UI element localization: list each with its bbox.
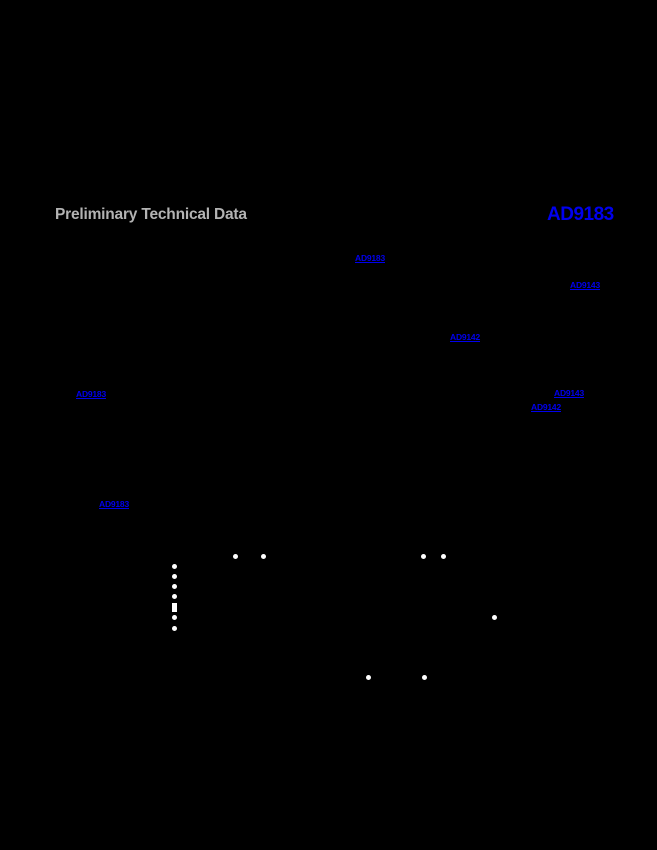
xref-link-ad9183-1[interactable]: AD9183 <box>355 253 385 263</box>
list-bullet <box>172 574 177 579</box>
list-bullet <box>422 675 427 680</box>
xref-link-ad9142-2[interactable]: AD9142 <box>531 402 561 412</box>
xref-link-ad9143-2[interactable]: AD9143 <box>554 388 584 398</box>
list-bullet <box>233 554 238 559</box>
part-number-title: AD9183 <box>547 204 614 225</box>
xref-link-ad9143-1[interactable]: AD9143 <box>570 280 600 290</box>
list-bullet <box>421 554 426 559</box>
list-bullet <box>172 615 177 620</box>
page-footer: Document Feedback Technical Support www.… <box>0 750 657 850</box>
xref-link-ad9183-2[interactable]: AD9183 <box>76 389 106 399</box>
list-bullet <box>492 615 497 620</box>
list-bullet <box>172 564 177 569</box>
list-bullet <box>172 594 177 599</box>
list-bullet-square <box>172 603 177 612</box>
list-bullet <box>441 554 446 559</box>
list-bullet <box>366 675 371 680</box>
xref-link-ad9142-1[interactable]: AD9142 <box>450 332 480 342</box>
list-bullet <box>172 626 177 631</box>
document-status-label: Preliminary Technical Data <box>55 206 247 223</box>
list-bullet <box>172 584 177 589</box>
xref-link-ad9183-3[interactable]: AD9183 <box>99 499 129 509</box>
page-header: Preliminary Technical Data AD9183 <box>0 100 657 225</box>
list-bullet <box>261 554 266 559</box>
